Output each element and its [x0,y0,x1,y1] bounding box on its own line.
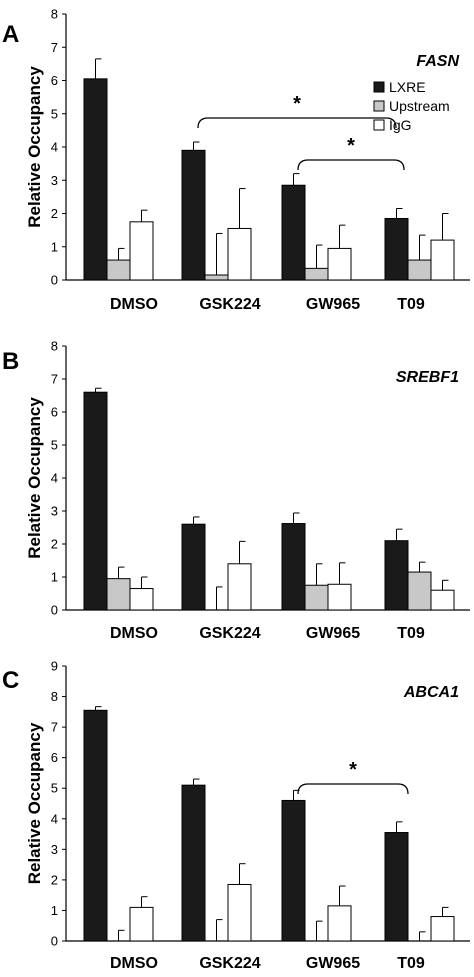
y-tick-label: 7 [51,372,58,387]
y-tick-label: 8 [51,339,58,354]
y-axis-label: Relative Occupancy [25,722,44,884]
y-tick-label: 1 [51,570,58,585]
bar-igg [430,589,455,611]
bar-igg [227,563,252,611]
bar-lxre [83,78,108,281]
y-tick-label: 6 [51,405,58,420]
legend-label-lxre: LXRE [389,79,426,95]
bar-lxre [181,784,206,942]
bar-igg [430,239,455,281]
y-tick-label: 5 [51,781,58,796]
bar-igg [129,588,154,611]
legend-swatch-upstream [373,100,385,112]
bar-upstream [204,274,229,281]
y-tick-label: 0 [51,273,58,288]
bar-lxre [181,523,206,611]
chart-title: FASN [416,53,459,70]
y-tick-label: 6 [51,73,58,88]
x-category-label: DMSO [110,955,158,972]
y-axis-label: Relative Occupancy [25,397,44,559]
bar-upstream [407,571,432,611]
bar-lxre [384,540,409,611]
y-tick-label: 1 [51,903,58,918]
bar-igg [129,221,154,281]
y-tick-label: 3 [51,504,58,519]
chart-panel-c: C Relative Occupancy 0 1 2 3 4 5 6 7 8 9 DMSO GSK224 G… [2,659,470,972]
y-tick-label: 7 [51,720,58,735]
bar-igg [227,883,252,942]
chart-panel-b: B Relative Occupancy 0 1 2 3 4 5 6 7 8 DMSO GSK224 GW… [2,339,470,642]
y-tick-label: 0 [51,934,58,949]
y-tick-label: 4 [51,811,58,826]
bar-igg [129,906,154,942]
bar-igg [327,905,352,942]
bar-lxre [384,832,409,942]
panel-letter: B [2,348,19,375]
bar-lxre [83,391,108,611]
y-tick-label: 6 [51,750,58,765]
significance-bracket [297,783,409,795]
y-tick-label: 3 [51,842,58,857]
bar-upstream [304,584,329,611]
significance-bracket [197,117,397,129]
bar-igg [227,227,252,281]
significance-star: * [349,759,357,781]
x-category-label: DMSO [110,296,158,313]
legend-swatch-igg [373,119,385,131]
y-tick-label: 5 [51,438,58,453]
x-category-label: GW965 [306,955,360,972]
bar-igg [430,916,455,942]
y-tick-label: 5 [51,106,58,121]
bar-lxre [281,799,306,942]
bar-upstream [304,267,329,281]
legend-label-upstream: Upstream [389,98,450,114]
y-tick-label: 0 [51,603,58,618]
bar-igg [327,247,352,281]
y-tick-label: 2 [51,206,58,221]
x-category-label: T09 [397,296,425,313]
significance-star: * [293,93,301,115]
y-tick-label: 7 [51,40,58,55]
x-category-label: GSK224 [199,296,260,313]
y-tick-label: 4 [51,471,58,486]
bar-lxre [181,149,206,281]
chart-title: SREBF1 [396,369,459,386]
significance-bracket [297,159,405,171]
bar-igg [327,583,352,611]
y-tick-label: 8 [51,689,58,704]
bar-lxre [281,184,306,281]
y-tick-label: 3 [51,173,58,188]
panel-letter: C [2,667,19,694]
bar-lxre [83,709,108,942]
bar-lxre [281,523,306,611]
x-category-label: GW965 [306,625,360,642]
y-axis-label: Relative Occupancy [25,66,44,228]
x-category-label: GSK224 [199,955,260,972]
y-tick-label: 4 [51,140,58,155]
chart-panel-a: A Relative Occupancy 0 1 2 3 4 5 6 7 8 DMSO GSK224 GW… [2,7,470,313]
chart-title: ABCA1 [403,684,459,701]
x-category-label: DMSO [110,625,158,642]
x-category-label: T09 [397,955,425,972]
bar-upstream [407,259,432,281]
y-tick-label: 8 [51,7,58,22]
x-category-label: GSK224 [199,625,260,642]
x-category-label: GW965 [306,296,360,313]
panel-letter: A [2,21,19,48]
y-tick-label: 2 [51,537,58,552]
legend-swatch-lxre [373,81,385,93]
y-tick-label: 9 [51,659,58,674]
significance-star: * [347,135,355,157]
y-tick-label: 2 [51,872,58,887]
bar-upstream [106,578,131,611]
y-tick-label: 1 [51,239,58,254]
bar-upstream [106,259,131,281]
x-category-label: T09 [397,625,425,642]
bar-lxre [384,217,409,281]
